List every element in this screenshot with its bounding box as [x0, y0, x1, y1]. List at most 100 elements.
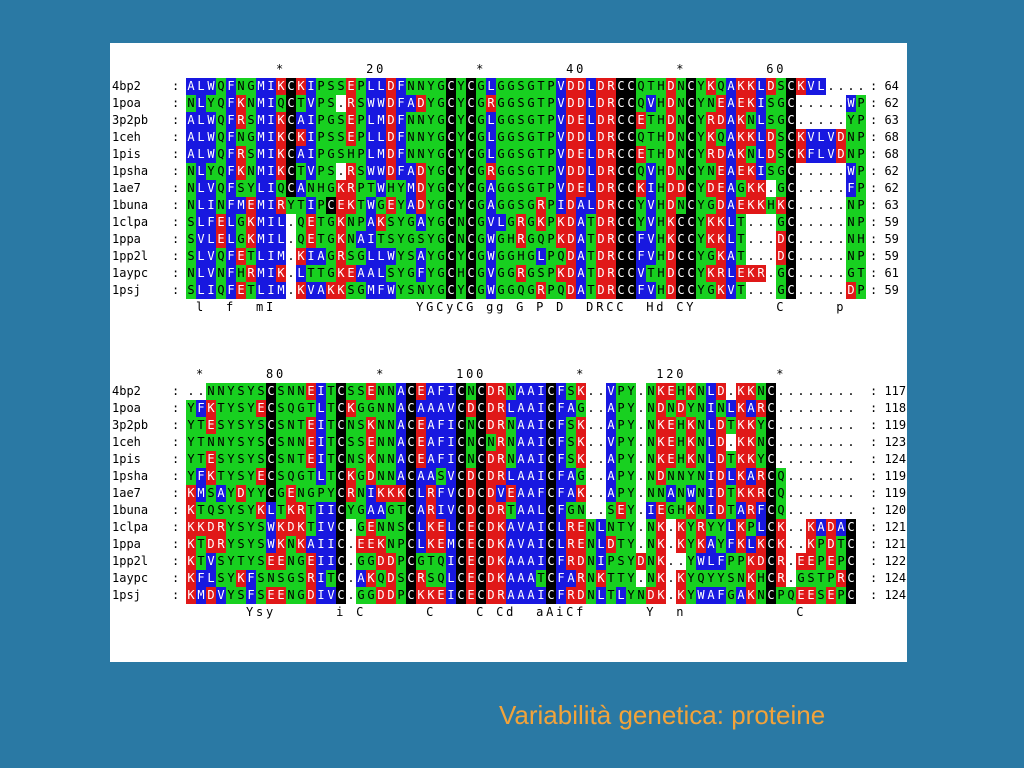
sequence-name: 1clpa [112, 215, 149, 229]
residue: C [546, 383, 556, 400]
residue: Q [216, 248, 226, 265]
residue: Y [706, 519, 716, 536]
residue: D [566, 180, 576, 197]
residue: C [626, 78, 636, 95]
residue: V [646, 231, 656, 248]
residue: I [266, 146, 276, 163]
residue: Y [396, 197, 406, 214]
residue: N [376, 468, 386, 485]
residue-count: : 120 [870, 503, 907, 517]
residue: . [667, 554, 675, 568]
residue: T [646, 265, 656, 282]
residue: L [416, 536, 426, 553]
residue: G [326, 214, 336, 231]
residue: S [236, 502, 246, 519]
residue: E [346, 265, 356, 282]
residue: S [256, 553, 266, 570]
residue: C [266, 383, 276, 400]
residue: P [836, 553, 846, 570]
residue: D [666, 146, 676, 163]
residue: W [376, 163, 386, 180]
residue: . [837, 215, 845, 229]
residue: G [506, 163, 516, 180]
residue: N [216, 197, 226, 214]
residue: Q [786, 587, 796, 604]
residue: G [496, 146, 506, 163]
residue: W [206, 146, 216, 163]
residue: K [276, 112, 286, 129]
residue: G [496, 197, 506, 214]
residue: D [386, 163, 396, 180]
residue: K [496, 553, 506, 570]
residue: Y [186, 451, 196, 468]
residue: G [776, 163, 786, 180]
residue: V [556, 112, 566, 129]
residue: L [376, 248, 386, 265]
residue: S [336, 112, 346, 129]
residue: A [516, 434, 526, 451]
residue: S [216, 417, 226, 434]
residue: C [686, 197, 696, 214]
residue: C [626, 265, 636, 282]
residue: P [316, 197, 326, 214]
residue: D [236, 485, 246, 502]
residue: K [736, 383, 746, 400]
residue: W [206, 78, 216, 95]
residue: Y [456, 180, 466, 197]
residue: C [846, 519, 856, 536]
residue: N [736, 570, 746, 587]
residue: . [767, 232, 775, 246]
residue: V [826, 146, 836, 163]
residue: L [486, 129, 496, 146]
residue: E [666, 383, 676, 400]
residue: C [846, 553, 856, 570]
residue: A [406, 197, 416, 214]
residue: G [776, 265, 786, 282]
residue: C [336, 434, 346, 451]
residue: H [676, 502, 686, 519]
residue: Y [456, 197, 466, 214]
residue: R [756, 468, 766, 485]
residue: C [286, 129, 296, 146]
residue: N [186, 180, 196, 197]
residue: H [456, 265, 466, 282]
residue: C [476, 400, 486, 417]
residue: K [736, 417, 746, 434]
residue: N [646, 485, 656, 502]
residue: . [797, 537, 805, 551]
residue: F [556, 485, 566, 502]
residue: I [756, 163, 766, 180]
residue: L [586, 180, 596, 197]
residue: G [496, 180, 506, 197]
residue: G [526, 180, 536, 197]
residue: T [356, 197, 366, 214]
residue: R [576, 570, 586, 587]
residue: F [206, 214, 216, 231]
residue: C [616, 129, 626, 146]
residue: H [236, 265, 246, 282]
residue: H [856, 231, 866, 248]
residue: K [376, 536, 386, 553]
residue: . [847, 435, 855, 449]
residue: A [306, 536, 316, 553]
residue: G [526, 146, 536, 163]
residue: E [666, 434, 676, 451]
residue: D [596, 163, 606, 180]
residue: P [316, 95, 326, 112]
residue: K [276, 519, 286, 536]
residue: S [236, 417, 246, 434]
residue: A [566, 485, 576, 502]
residue: L [416, 485, 426, 502]
residue: I [536, 417, 546, 434]
residue: . [807, 384, 815, 398]
residue: P [616, 468, 626, 485]
residue: E [366, 383, 376, 400]
residue: . [797, 503, 805, 517]
residue: M [256, 78, 266, 95]
residue: Y [286, 197, 296, 214]
residue: N [676, 197, 686, 214]
residue: E [256, 468, 266, 485]
residue: I [316, 451, 326, 468]
residue: K [676, 536, 686, 553]
